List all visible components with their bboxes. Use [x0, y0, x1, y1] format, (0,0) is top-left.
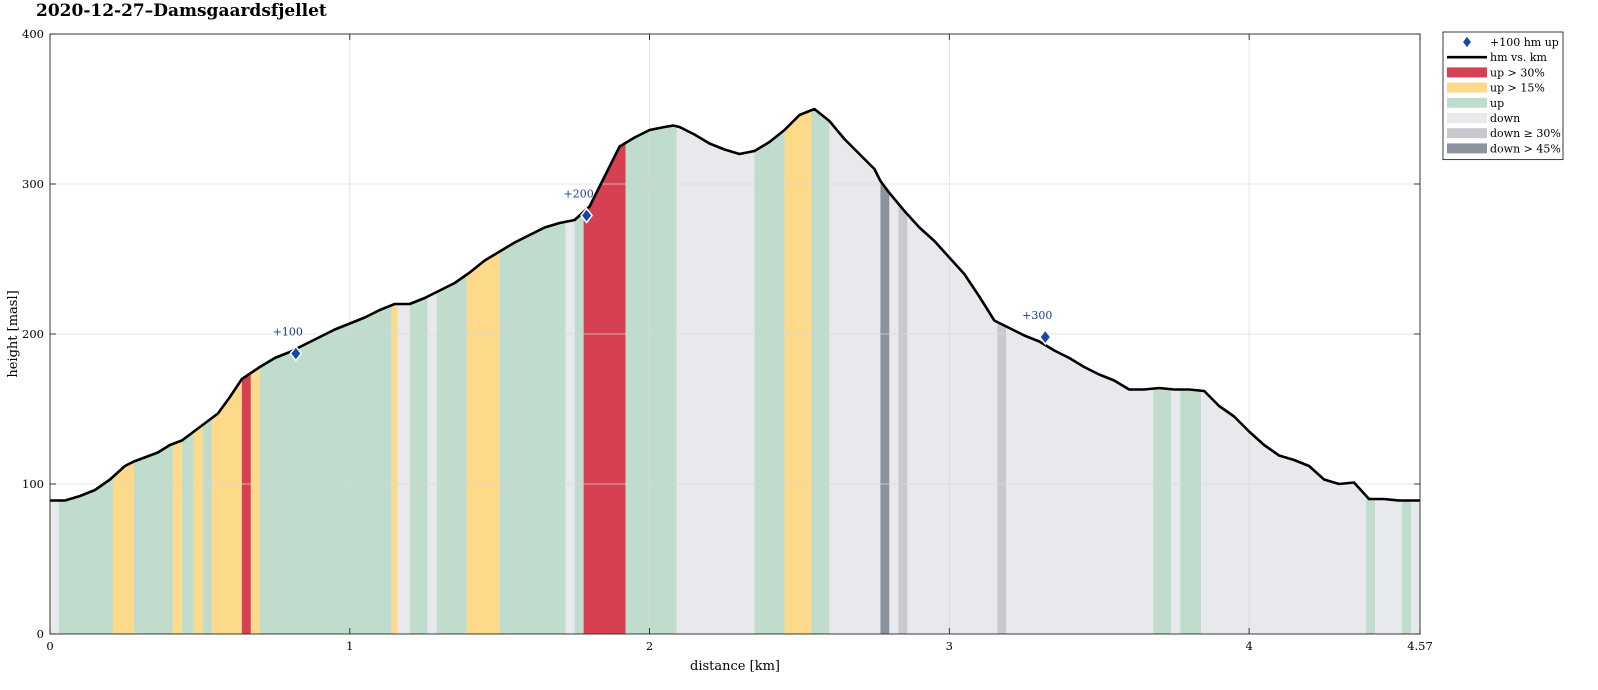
elevation-marker — [1038, 328, 1052, 346]
legend-patch-icon — [1447, 97, 1487, 108]
legend-patch-icon — [1447, 82, 1487, 93]
y-tick-label: 300 — [22, 177, 44, 191]
y-axis-label: height [masl] — [6, 290, 21, 377]
legend-label: hm vs. km — [1490, 51, 1548, 64]
x-tick-label: 2 — [646, 639, 653, 653]
elevation-marker — [289, 345, 303, 362]
elevation-marker — [580, 207, 594, 224]
x-axis-label: distance [km] — [690, 659, 780, 674]
axes: 0 1 2 3 4 4.57 0 100 200 300 400 distance [km] heigh… — [6, 27, 1433, 674]
legend-patch-icon — [1447, 113, 1487, 123]
legend-patch-icon — [1447, 67, 1487, 78]
legend-patch-icon — [1447, 143, 1487, 154]
legend-label: down — [1490, 112, 1520, 125]
profile-line — [50, 107, 1420, 502]
x-tick-label: 0 — [46, 639, 53, 653]
x-tick-label: 4.57 — [1407, 639, 1433, 653]
y-tick-label: 200 — [22, 327, 44, 341]
chart-title: 2020-12-27–Damsgaardsfjellet — [36, 1, 327, 21]
x-tick-label: 3 — [946, 639, 953, 653]
legend-label: +100 hm up — [1490, 36, 1559, 49]
marker-label: +100 — [273, 326, 303, 339]
legend-label: up > 15% — [1490, 82, 1545, 95]
x-tick-label: 1 — [346, 639, 353, 653]
sky-mask-area — [50, 34, 1420, 501]
legend-patch-icon — [1447, 128, 1487, 139]
legend-label: down > 45% — [1490, 142, 1561, 155]
legend-box — [1442, 31, 1564, 161]
marker-label: +200 — [563, 188, 593, 201]
y-tick-label: 0 — [37, 627, 44, 641]
x-tick-label: 4 — [1245, 639, 1252, 653]
y-tick-label: 400 — [22, 27, 44, 41]
legend-label: down ≥ 30% — [1490, 127, 1561, 140]
legend-label: up > 30% — [1490, 66, 1545, 79]
legend-marker-icon — [1461, 35, 1473, 49]
legend-label: up — [1490, 97, 1504, 110]
y-tick-label: 100 — [22, 477, 44, 491]
profile-line-group — [50, 107, 1420, 502]
marker-label: +300 — [1022, 309, 1052, 322]
markers: +100 +200 +300 — [273, 188, 1052, 362]
legend: +100 hm up hm vs. km up > 30% up > 15% up dow… — [1442, 31, 1564, 161]
